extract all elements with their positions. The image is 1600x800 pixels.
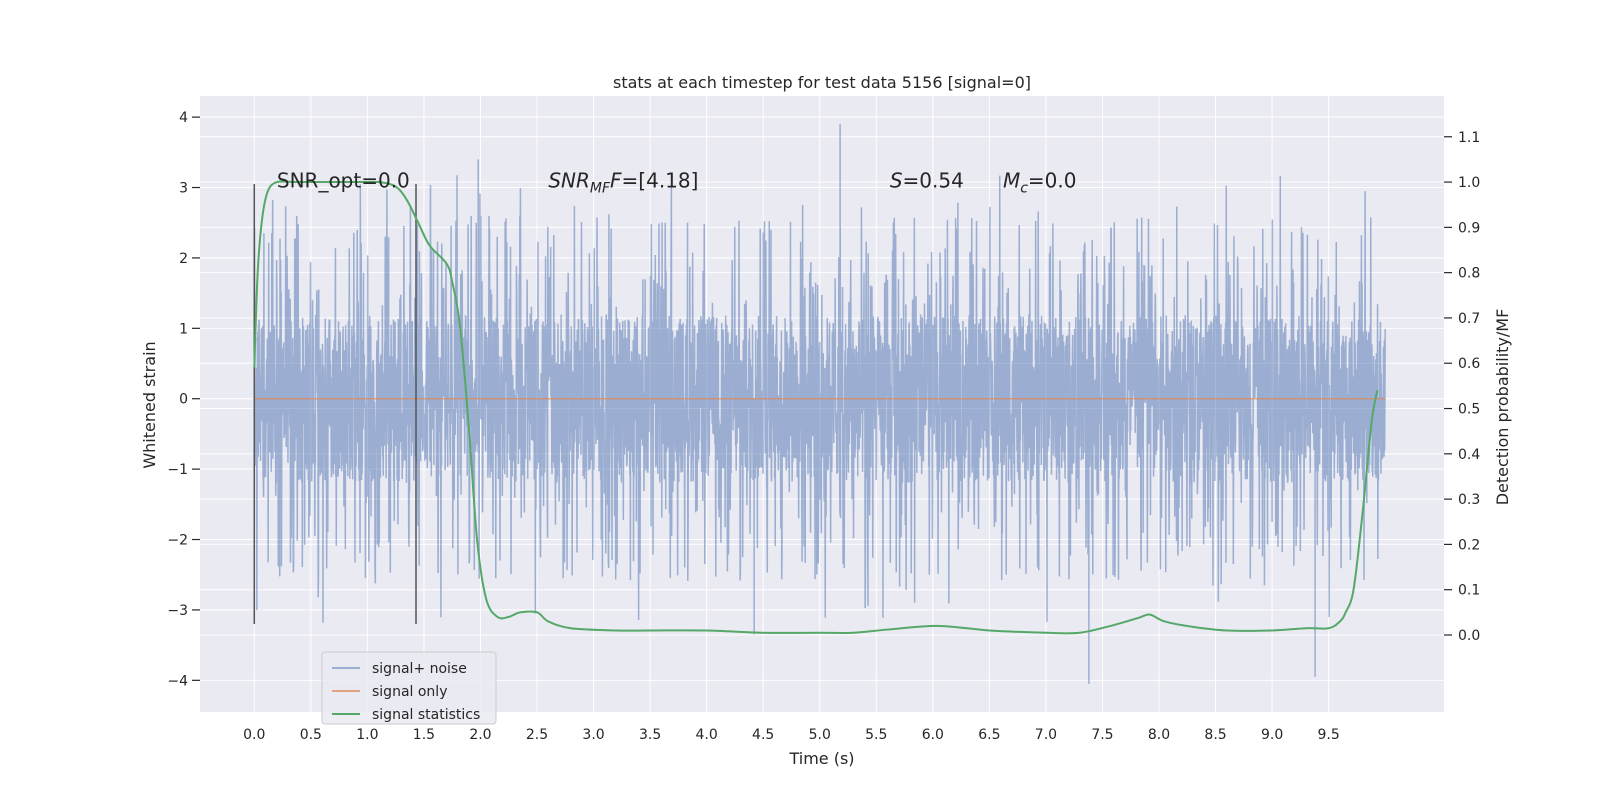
y2-axis-title: Detection probability/MF [1493, 309, 1512, 506]
y-tick-label: −3 [167, 603, 188, 619]
y-tick-label: 2 [179, 251, 188, 267]
x-tick-label: 8.5 [1204, 727, 1226, 743]
x-tick-label: 3.5 [639, 727, 661, 743]
x-tick-label: 0.5 [300, 727, 322, 743]
y2-tick-label: 0.9 [1458, 220, 1480, 236]
x-tick-label: 7.0 [1035, 727, 1057, 743]
y2-tick-label: 0.7 [1458, 311, 1480, 327]
y2-tick-label: 0.4 [1458, 447, 1480, 463]
x-tick-label: 3.0 [582, 727, 604, 743]
y2-tick-label: 0.2 [1458, 537, 1480, 553]
y2-tick-label: 0.0 [1458, 628, 1480, 644]
x-tick-label: 0.0 [243, 727, 265, 743]
chart-title: stats at each timestep for test data 515… [613, 73, 1031, 92]
annotation-snr-mf: SNRMFF=[4.18] [548, 169, 698, 197]
legend-box [321, 651, 497, 725]
y2-tick-label: 0.5 [1458, 402, 1480, 418]
x-tick-label: 2.0 [469, 727, 491, 743]
y-tick-label: 3 [179, 181, 188, 197]
y2-tick-label: 0.3 [1458, 492, 1480, 508]
annotations: SNR_opt=0.0 SNRMFF=[4.18] S=0.54 Mc=0.0 [277, 169, 1077, 197]
x-tick-label: 2.5 [526, 727, 548, 743]
x-tick-label: 5.0 [809, 727, 831, 743]
x-axis-title: Time (s) [788, 749, 854, 768]
y2-tick-label: 0.6 [1458, 356, 1480, 372]
legend-label: signal+ noise [372, 661, 467, 677]
x-tick-label: 8.0 [1148, 727, 1170, 743]
annotation-snr-opt: SNR_opt=0.0 [277, 169, 410, 193]
annotation-mc: Mc=0.0 [1003, 169, 1077, 197]
signal-noise-line [253, 124, 1386, 684]
y-axis-right: 0.0 0.1 0.2 0.3 0.4 0.5 0.6 0.7 0.8 0.9 1.0 1.1 [1444, 130, 1480, 644]
signal-statistics-series [253, 180, 1379, 635]
y-axis-left: −4 −3 −2 −1 0 1 2 3 4 [167, 110, 200, 689]
signal-statistics-line [253, 180, 1379, 635]
y-tick-label: −2 [167, 533, 188, 549]
x-tick-label: 1.5 [413, 727, 435, 743]
x-tick-label: 9.5 [1318, 727, 1340, 743]
signal-noise-series [253, 124, 1386, 684]
x-tick-label: 9.0 [1261, 727, 1283, 743]
y2-tick-label: 0.8 [1458, 266, 1480, 282]
y2-tick-label: 1.0 [1458, 175, 1480, 191]
x-tick-label: 1.0 [356, 727, 378, 743]
legend-label: signal only [372, 684, 447, 700]
y-tick-label: 1 [179, 321, 188, 337]
x-axis: 0.0 0.5 1.0 1.5 2.0 2.5 3.0 3.5 4.0 4.5 5.0 5.5 6.0 6… [243, 727, 1340, 743]
y-tick-label: −4 [167, 673, 188, 689]
x-tick-label: 4.5 [752, 727, 774, 743]
x-tick-label: 7.5 [1091, 727, 1113, 743]
y2-tick-label: 0.1 [1458, 583, 1480, 599]
annotation-s-stat: S=0.54 [890, 169, 964, 193]
legend-label: signal statistics [372, 707, 480, 723]
y-tick-label: −1 [167, 462, 188, 478]
x-tick-label: 6.5 [978, 727, 1000, 743]
y-tick-label: 0 [179, 392, 188, 408]
x-tick-label: 6.0 [922, 727, 944, 743]
y-axis-title: Whitened strain [140, 341, 159, 468]
y2-tick-label: 1.1 [1458, 130, 1480, 146]
y-tick-label: 4 [179, 110, 188, 126]
legend: signal+ noise signal only signal statistic… [321, 651, 497, 725]
vertical-markers [253, 184, 417, 624]
x-tick-label: 4.0 [696, 727, 718, 743]
x-tick-label: 5.5 [865, 727, 887, 743]
